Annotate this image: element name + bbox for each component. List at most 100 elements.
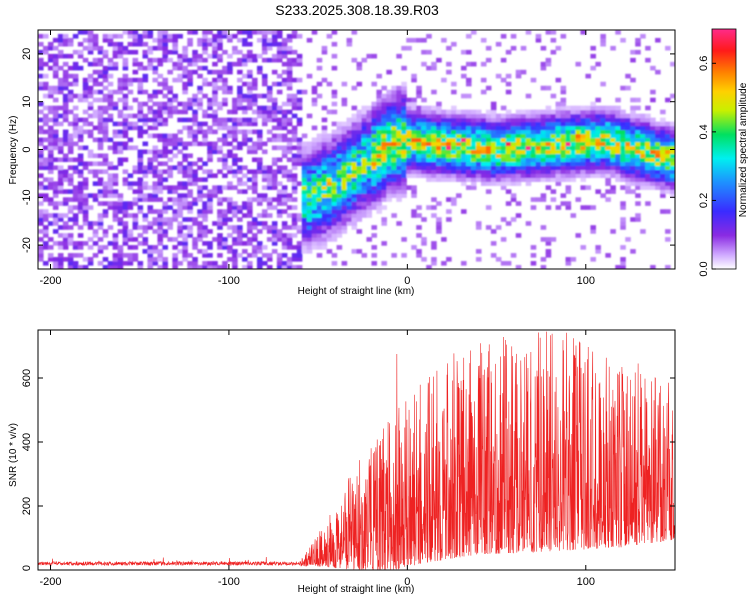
heatmap-cell	[635, 181, 641, 186]
heatmap-cell	[147, 133, 154, 139]
heatmap-cell	[371, 193, 378, 198]
heatmap-cell	[660, 161, 666, 167]
heatmap-cell	[376, 121, 382, 127]
snr-y-tick-label: 600	[21, 369, 33, 387]
heatmap-cell	[187, 205, 193, 210]
heatmap-cell	[222, 185, 228, 190]
heatmap-cell	[600, 33, 606, 39]
heatmap-cell	[461, 49, 467, 55]
heatmap-cell	[92, 77, 99, 83]
heatmap-cell	[396, 157, 402, 163]
heatmap-cell	[530, 145, 537, 151]
heatmap-cell	[122, 117, 129, 123]
heatmap-cell	[366, 213, 373, 218]
heatmap-cell	[645, 177, 651, 182]
heatmap-cell	[361, 121, 368, 127]
heatmap-cell	[222, 85, 228, 91]
heatmap-cell	[162, 30, 168, 35]
heatmap-cell	[426, 149, 432, 155]
heatmap-cell	[560, 161, 567, 167]
heatmap-cell	[42, 45, 49, 51]
heatmap-cell	[237, 157, 243, 163]
heatmap-cell	[575, 133, 582, 139]
heatmap-cell	[665, 145, 671, 151]
heatmap-cell	[555, 137, 562, 143]
heatmap-cell	[391, 93, 397, 99]
heatmap-cell	[505, 201, 512, 206]
heatmap-cell	[630, 161, 636, 167]
heatmap-cell	[580, 145, 587, 151]
heatmap-cell	[361, 57, 368, 63]
heatmap-cell	[595, 173, 601, 178]
heatmap-cell	[127, 213, 134, 218]
heatmap-cell	[570, 177, 577, 182]
heatmap-cell	[142, 101, 149, 107]
heatmap-cell	[381, 97, 387, 103]
heatmap-cell	[550, 109, 557, 115]
heatmap-cell	[82, 205, 89, 210]
heatmap-cell	[485, 225, 492, 230]
heatmap-cell	[82, 265, 89, 269]
heatmap-cell	[187, 177, 193, 182]
heatmap-cell	[620, 121, 626, 127]
heatmap-cell	[585, 109, 591, 115]
heatmap-cell	[386, 177, 392, 182]
heatmap-cell	[222, 101, 228, 107]
heatmap-cell	[381, 217, 387, 222]
colorbar-label: Normalized spectral amplitude	[738, 82, 749, 217]
heatmap-cell	[72, 253, 79, 258]
heatmap-cell	[296, 225, 303, 230]
heatmap-cell	[57, 121, 64, 127]
heatmap-cell	[247, 149, 253, 155]
heatmap-cell	[107, 61, 114, 67]
heatmap-cell	[650, 169, 656, 174]
heatmap-cell	[222, 237, 228, 242]
heatmap-cell	[242, 41, 248, 47]
heatmap-cell	[580, 30, 587, 35]
heatmap-cell	[256, 193, 263, 198]
heatmap-cell	[251, 77, 258, 83]
heatmap-cell	[515, 213, 522, 218]
heatmap-cell	[117, 221, 124, 226]
heatmap-cell	[321, 213, 328, 218]
heatmap-cell	[67, 89, 74, 95]
heatmap-cell	[401, 157, 407, 163]
heatmap-cell	[251, 221, 258, 226]
heatmap-cell	[247, 265, 253, 269]
heatmap-cell	[376, 153, 382, 159]
heatmap-cell	[490, 133, 497, 139]
heatmap-cell	[212, 117, 218, 123]
heatmap-cell	[212, 45, 218, 51]
heatmap-cell	[217, 185, 223, 190]
heatmap-cell	[600, 141, 606, 147]
heatmap-cell	[331, 137, 338, 143]
heatmap-cell	[47, 197, 54, 202]
heatmap-cell	[595, 61, 601, 67]
heatmap-cell	[132, 33, 139, 39]
heatmap-cell	[465, 149, 472, 155]
heatmap-cell	[38, 193, 44, 198]
heatmap-cell	[127, 81, 134, 87]
snr-series-line	[38, 331, 675, 570]
heatmap-cell	[256, 37, 263, 43]
heatmap-cell	[555, 173, 562, 178]
heatmap-cell	[157, 257, 164, 262]
heatmap-cell	[177, 229, 183, 234]
heatmap-cell	[62, 233, 69, 238]
heatmap-cell	[197, 37, 203, 43]
heatmap-cell	[475, 225, 482, 230]
heatmap-cell	[361, 189, 368, 194]
heatmap-cell	[625, 173, 631, 178]
heatmap-cell	[87, 149, 94, 155]
heatmap-cell	[311, 225, 318, 230]
heatmap-cell	[306, 165, 313, 171]
heatmap-cell	[127, 205, 134, 210]
heatmap-cell	[321, 145, 328, 151]
heatmap-cell	[291, 133, 298, 139]
heatmap-cell	[316, 205, 323, 210]
heatmap-cell	[157, 57, 164, 63]
heatmap-cell	[197, 193, 203, 198]
heatmap-cell	[92, 229, 99, 234]
heatmap-cell	[436, 129, 442, 135]
heatmap-cell	[42, 93, 49, 99]
